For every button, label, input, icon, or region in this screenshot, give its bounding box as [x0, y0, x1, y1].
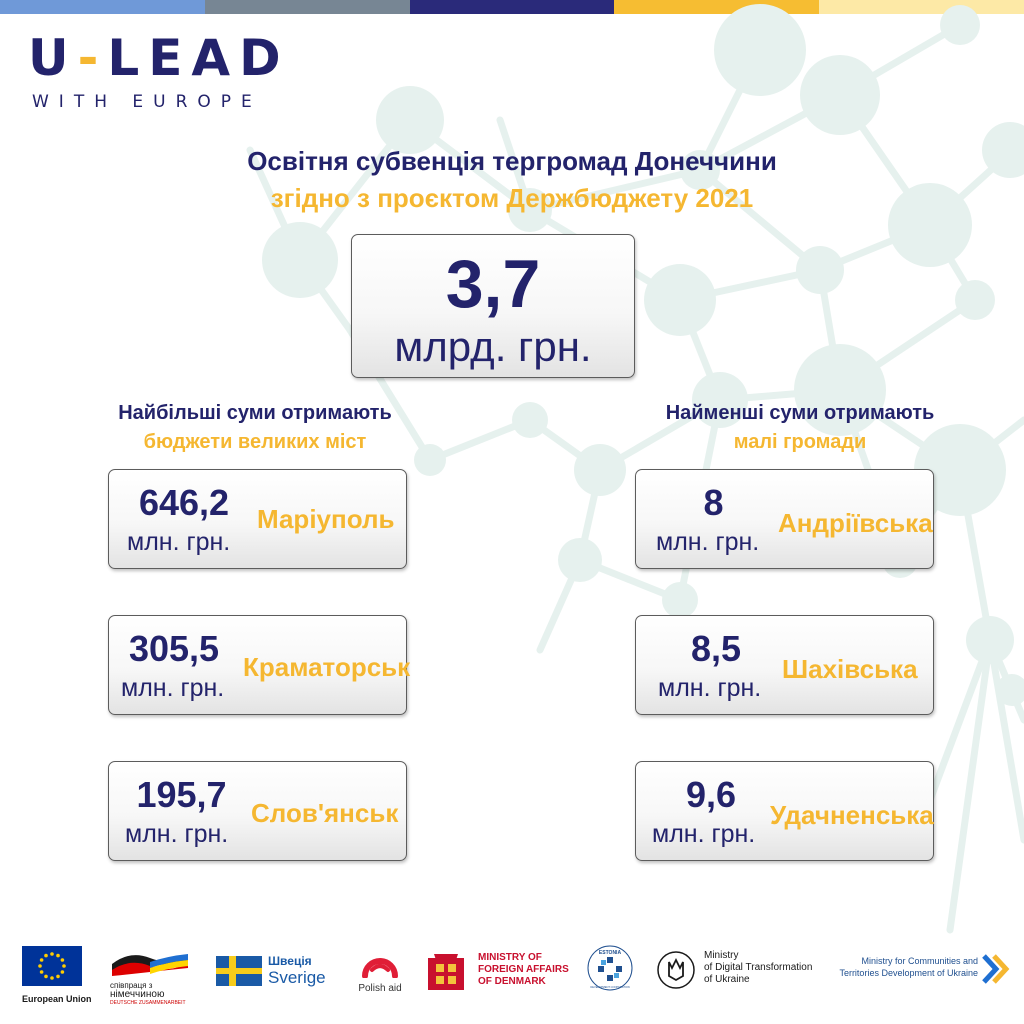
- denmark-ministry-logo: MINISTRY OF FOREIGN AFFAIRS OF DENMARK: [426, 952, 576, 992]
- top-bar-segment: [409, 0, 615, 14]
- estonia-label: ESTONIA: [599, 950, 622, 956]
- sweden-logo: Швеція Sverige: [216, 954, 336, 988]
- germany-label-1: співпраця з: [110, 981, 153, 990]
- largest-card: 305,5 млн. грн. Краматорськ: [108, 615, 411, 715]
- denmark-label-2: FOREIGN AFFAIRS: [478, 964, 569, 975]
- card-amount: 8,5: [690, 628, 742, 669]
- smallest-card: 8,5 млн. грн. Шахівська: [635, 615, 934, 715]
- eu-label: European Union: [22, 994, 92, 1004]
- polish-aid-logo: Polish aid: [352, 948, 408, 994]
- denmark-coat-of-arms-icon: [428, 954, 464, 990]
- card-amount: 195,7: [136, 774, 227, 815]
- total-value: 3,7: [445, 246, 541, 322]
- communities-label-1: Ministry for Communities and: [861, 956, 978, 966]
- germany-label-3: DEUTSCHE ZUSAMMENARBEIT: [110, 1000, 186, 1006]
- trident-icon: [657, 951, 695, 989]
- top-bar-segment: [204, 0, 410, 14]
- digital-label-2: of Digital Transformation: [704, 962, 813, 973]
- card-city-name: Маріуполь: [257, 504, 395, 534]
- logo-letter-u: U: [28, 29, 78, 87]
- largest-card: 646,2 млн. грн. Маріуполь: [108, 469, 407, 569]
- largest-heading: Найбільші суми отримають: [118, 402, 392, 424]
- page-subtitle: згідно з проєктом Держбюджету 2021: [270, 183, 754, 213]
- largest-subheading: бюджети великих міст: [143, 431, 367, 453]
- eu-flag-icon: [22, 946, 82, 986]
- digital-ministry-logo: Ministry of Digital Transformation of Uk…: [656, 950, 826, 990]
- chevron-arrows-icon: [982, 954, 1010, 984]
- germany-label-2: німеччиною: [110, 989, 165, 1000]
- card-amount: 305,5: [128, 628, 220, 669]
- germany-cooperation-logo: співпраця з німеччиною DEUTSCHE ZUSAMMEN…: [110, 950, 196, 1006]
- logo-word-lead: LEAD: [107, 29, 290, 87]
- card-amount: 646,2: [138, 482, 230, 523]
- estonia-cooperation-logo: ESTONIA DEVELOPMENT COOPERATION: [586, 944, 634, 992]
- smallest-heading-block: Найменші суми отримають малі громади: [600, 402, 1000, 454]
- card-unit: млн. грн.: [652, 820, 756, 848]
- card-unit: млн. грн.: [125, 820, 229, 848]
- page-title: Освітня субвенція тергромад Донеччини: [247, 146, 777, 176]
- card-amount: 8: [703, 482, 724, 523]
- polish-aid-label: Polish aid: [358, 983, 402, 994]
- smallest-card: 8 млн. грн. Андріївська: [635, 469, 934, 569]
- card-city-name: Краматорськ: [243, 652, 411, 682]
- smallest-subheading: малі громади: [733, 431, 867, 453]
- card-unit: млн. грн.: [658, 674, 762, 702]
- denmark-label-1: MINISTRY OF: [478, 952, 542, 963]
- card-unit: млн. грн.: [127, 528, 231, 556]
- denmark-label-3: OF DENMARK: [478, 976, 546, 987]
- communities-label-2: Territories Development of Ukraine: [839, 968, 978, 978]
- card-city-name: Андріївська: [778, 508, 933, 538]
- logo-tagline: WITH EUROPE: [32, 92, 262, 112]
- top-bar-segment: [0, 0, 205, 14]
- card-unit: млн. грн.: [656, 528, 760, 556]
- germany-ukraine-flag-icon: [112, 954, 188, 976]
- card-city-name: Удачненська: [770, 800, 934, 830]
- total-unit: млрд. грн.: [394, 323, 592, 370]
- estonia-label-2: DEVELOPMENT COOPERATION: [590, 985, 629, 989]
- largest-card: 195,7 млн. грн. Слов'янськ: [108, 761, 407, 861]
- card-city-name: Слов'янськ: [251, 798, 399, 828]
- u-lead-logo: U-LEAD WITH EUROPE: [28, 32, 290, 112]
- smallest-heading: Найменші суми отримають: [665, 402, 935, 424]
- card-amount: 9,6: [685, 774, 737, 815]
- smallest-card: 9,6 млн. грн. Удачненська: [635, 761, 934, 861]
- largest-heading-block: Найбільші суми отримають бюджети великих…: [60, 402, 450, 454]
- communities-ministry-logo: Ministry for Communities and Territories…: [834, 954, 1014, 988]
- sweden-label-se: Sverige: [268, 968, 326, 987]
- estonia-cooperation-icon: ESTONIA DEVELOPMENT COOPERATION: [587, 945, 633, 991]
- logo-wordmark: U-LEAD: [28, 32, 290, 84]
- eu-logo: European Union: [22, 946, 92, 1004]
- card-unit: млн. грн.: [121, 674, 225, 702]
- polish-aid-icon: [362, 958, 398, 979]
- sweden-flag-icon: [216, 956, 262, 986]
- total-amount-card: 3,7 млрд. грн.: [351, 234, 635, 378]
- top-color-bar: [0, 0, 1024, 14]
- logo-dash: -: [77, 29, 108, 87]
- card-city-name: Шахівська: [782, 654, 918, 684]
- digital-label-3: of Ukraine: [704, 974, 750, 985]
- sweden-label-ua: Швеція: [268, 954, 312, 968]
- digital-label-1: Ministry: [704, 950, 739, 961]
